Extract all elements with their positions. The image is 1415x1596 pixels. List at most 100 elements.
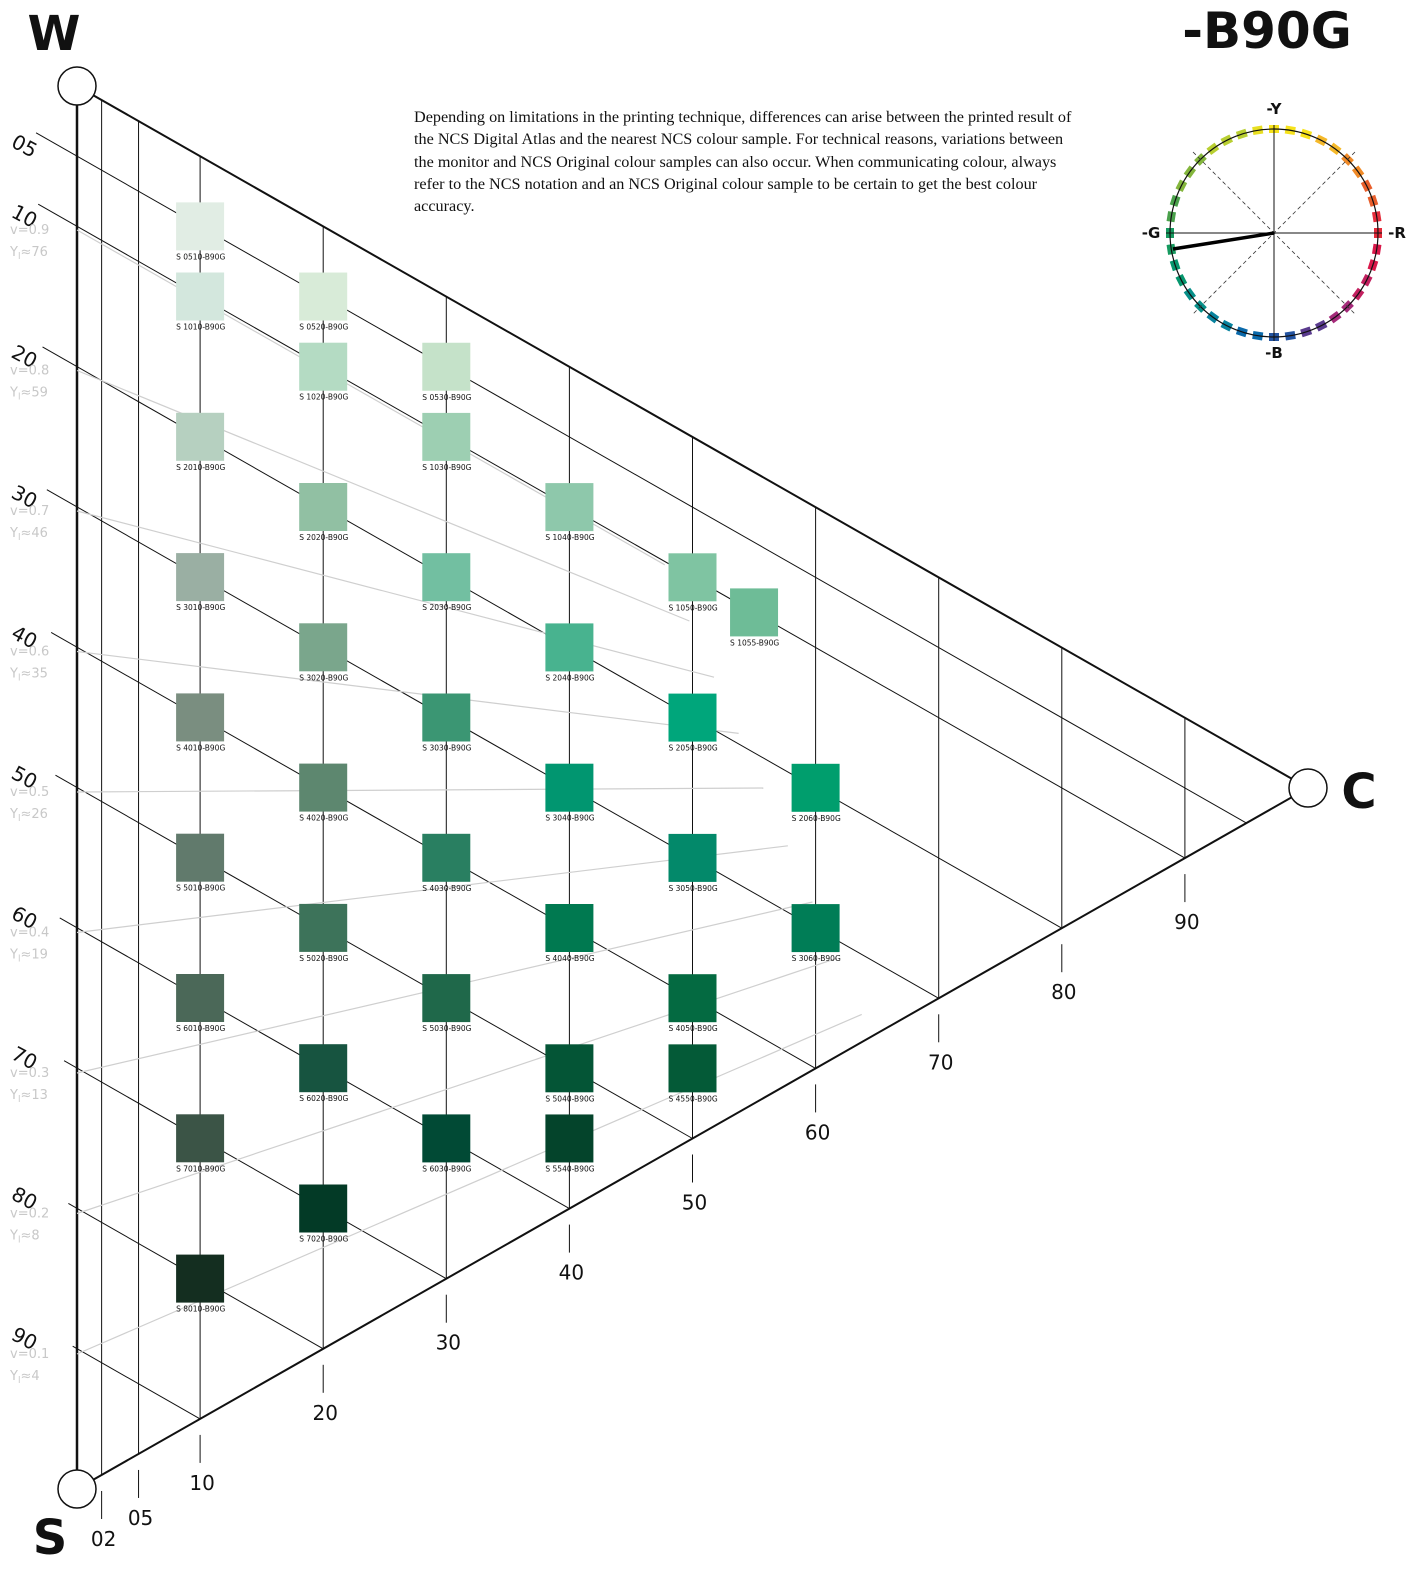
swatch-label: S 1010-B90G <box>176 323 225 332</box>
swatch-label: S 3020-B90G <box>299 673 348 682</box>
swatch-label: S 0520-B90G <box>299 323 348 332</box>
lightness-y-value: ≈46 <box>20 526 47 541</box>
swatch-label: S 2020-B90G <box>299 533 348 542</box>
blackness-label: 05 <box>8 129 42 162</box>
chromatic-vertex <box>1288 768 1328 808</box>
lightness-y-sub: l <box>18 1236 21 1246</box>
lightness-line <box>76 787 764 793</box>
colour-swatch <box>299 342 348 391</box>
lightness-y-label: Yl≈59 <box>9 386 48 403</box>
chromaticness-label: 10 <box>189 1471 214 1495</box>
swatch-label: S 3060-B90G <box>792 954 841 963</box>
swatch-label: S 4040-B90G <box>545 954 594 963</box>
lightness-y-label: Yl≈26 <box>9 807 48 824</box>
lightness-y-label: Yl≈4 <box>9 1369 40 1386</box>
colour-swatch <box>176 1254 225 1303</box>
swatch-label: S 5030-B90G <box>422 1024 471 1033</box>
swatch-label: S 5040-B90G <box>545 1094 594 1103</box>
colour-swatch <box>668 693 717 742</box>
chromaticness-label: 60 <box>805 1120 830 1144</box>
colour-swatch <box>299 623 348 672</box>
swatch-label: S 4030-B90G <box>422 884 471 893</box>
colour-swatch <box>176 202 225 251</box>
c-label: C <box>1341 764 1376 820</box>
blackness-line <box>35 132 1247 824</box>
lightness-y-value: ≈26 <box>20 807 47 822</box>
hue-pointer <box>1172 231 1275 251</box>
lightness-y-value: ≈8 <box>20 1229 39 1244</box>
colour-swatch <box>299 483 348 531</box>
colour-swatch <box>668 553 717 602</box>
lightness-y-value: ≈35 <box>20 667 47 682</box>
swatch-label: S 5010-B90G <box>176 884 225 893</box>
colour-swatch <box>422 1114 471 1163</box>
swatch-label: S 1040-B90G <box>545 533 594 542</box>
swatch-label: S 5020-B90G <box>299 954 348 963</box>
lightness-y-sub: l <box>18 393 21 403</box>
colour-swatch <box>176 412 225 461</box>
colour-swatch <box>668 974 717 1023</box>
lightness-y-value: ≈59 <box>20 386 47 401</box>
swatch-label: S 6020-B90G <box>299 1094 348 1103</box>
s-label: S <box>33 1510 68 1566</box>
colour-swatch <box>545 763 594 812</box>
lightness-y-label: Yl≈19 <box>9 948 48 965</box>
swatch-label: S 2040-B90G <box>545 673 594 682</box>
hue-title: -B90G <box>1182 2 1351 60</box>
colour-swatch <box>299 1184 348 1233</box>
lightness-y-label: Yl≈13 <box>9 1088 48 1105</box>
swatch-label: S 4020-B90G <box>299 814 348 823</box>
colour-swatch <box>545 1114 594 1163</box>
lightness-line <box>76 650 739 734</box>
colour-swatch <box>545 483 594 532</box>
swatch-label: S 4050-B90G <box>669 1024 718 1033</box>
colour-swatch <box>791 904 840 953</box>
swatch-label: S 4550-B90G <box>669 1094 718 1103</box>
chromaticness-label: 90 <box>1174 910 1199 934</box>
colour-swatch <box>176 833 225 882</box>
colour-swatch <box>422 553 471 602</box>
circle-y-label: -Y <box>1267 100 1283 118</box>
lightness-v-label: v=0.2 <box>10 1207 49 1222</box>
colour-swatch <box>668 833 717 882</box>
colour-swatch <box>176 693 225 742</box>
colour-swatch <box>299 763 348 812</box>
circle-b-label: -B <box>1265 344 1283 362</box>
white-vertex <box>57 66 97 106</box>
lightness-y-value: ≈4 <box>20 1369 39 1384</box>
blackness-line <box>55 774 693 1139</box>
blackness-line <box>63 1060 447 1280</box>
lightness-y-sub: l <box>18 252 21 262</box>
black-vertex <box>57 1469 97 1509</box>
blackness-line <box>37 203 1186 859</box>
swatch-label: S 3050-B90G <box>669 884 718 893</box>
lightness-v-label: v=0.8 <box>10 364 49 379</box>
chromaticness-label: 02 <box>91 1527 116 1551</box>
lightness-y-sub: l <box>18 955 21 965</box>
swatch-label: S 2030-B90G <box>422 603 471 612</box>
swatch-label: S 3030-B90G <box>422 744 471 753</box>
w-label: W <box>28 6 81 62</box>
swatch-label: S 2060-B90G <box>792 814 841 823</box>
chromaticness-label: 70 <box>928 1050 953 1074</box>
disclaimer-text: Depending on limitations in the printing… <box>414 108 1072 216</box>
swatch-label: S 0530-B90G <box>422 393 471 402</box>
chromaticness-label: 20 <box>312 1401 337 1425</box>
colour-swatch <box>176 974 225 1022</box>
colour-swatch <box>422 693 471 742</box>
colour-swatch <box>545 623 594 672</box>
chromaticness-label: 05 <box>128 1506 153 1530</box>
swatch-label: S 3010-B90G <box>176 603 225 612</box>
lightness-y-value: ≈13 <box>20 1088 47 1103</box>
swatch-label: S 4010-B90G <box>176 743 225 752</box>
swatch-label: S 5540-B90G <box>545 1164 594 1173</box>
chromaticness-label: 50 <box>682 1191 707 1215</box>
colour-swatch <box>545 1044 594 1093</box>
swatch-label: S 1020-B90G <box>299 393 348 402</box>
lightness-v-label: v=0.7 <box>10 504 49 519</box>
colour-swatch <box>545 904 594 952</box>
lightness-v-label: v=0.5 <box>10 785 49 800</box>
swatch-label: S 6010-B90G <box>176 1024 225 1033</box>
colour-swatch <box>791 763 840 812</box>
